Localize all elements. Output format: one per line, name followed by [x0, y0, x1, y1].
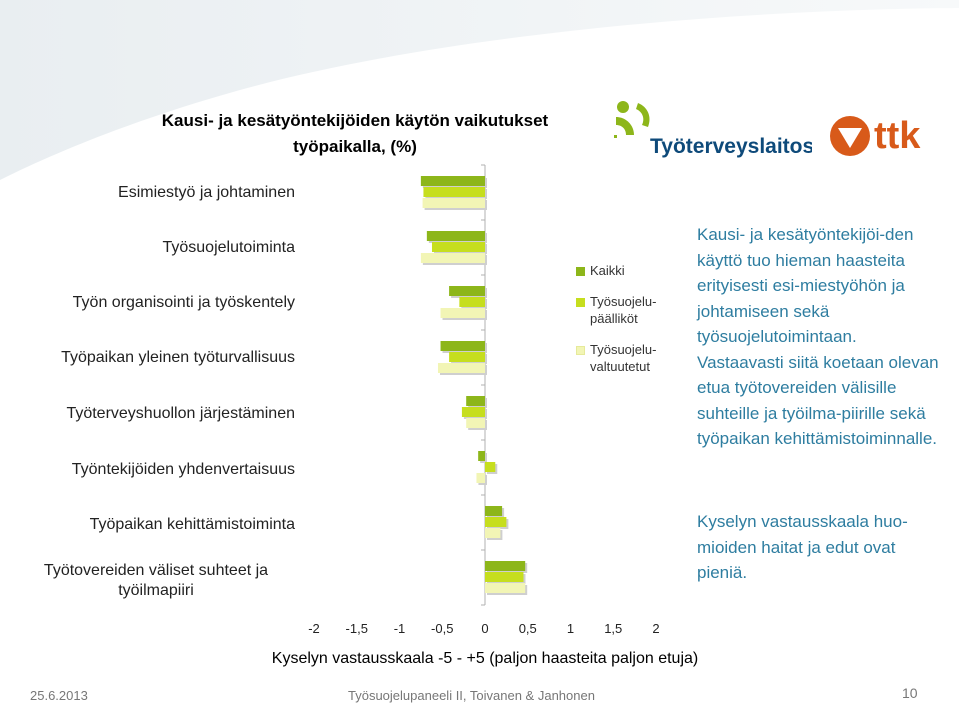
bar-kaikki: [485, 561, 526, 571]
legend-label: Työsuojelu-: [590, 342, 657, 357]
bar-tyosuojeluvaltuutetut: [437, 363, 485, 373]
ttk-logo: ttk: [828, 112, 953, 160]
x-tick-label: 1,5: [604, 621, 622, 636]
x-tick-label: -2: [308, 621, 320, 636]
legend-item-tyosuojelupaallikot: Työsuojelu- päälliköt: [576, 293, 686, 327]
x-tick-label: 0: [481, 621, 488, 636]
category-label: Työsuojelutoiminta: [162, 239, 295, 256]
bar-tyosuojeluvaltuutetut: [420, 253, 485, 263]
svg-text:ttk: ttk: [874, 115, 921, 157]
bar-tyosuojelupaallikot: [431, 242, 485, 252]
bar-tyosuojeluvaltuutetut: [476, 473, 485, 483]
bar-tyosuojelupaallikot: [449, 352, 485, 362]
bar-tyosuojeluvaltuutetut: [422, 198, 485, 208]
legend-swatch: [576, 298, 585, 307]
bar-kaikki: [440, 341, 485, 351]
footer-presentation-name: Työsuojelupaneeli II, Toivanen & Janhone…: [348, 688, 595, 703]
x-tick-label: -0,5: [431, 621, 453, 636]
category-label: Työtovereiden väliset suhteet ja työilma…: [43, 562, 269, 599]
bar-tyosuojeluvaltuutetut: [485, 528, 501, 538]
category-label: Työn organisointi ja työskentely: [72, 294, 295, 311]
legend-label: päälliköt: [590, 311, 638, 326]
legend-label: Työsuojelu-: [590, 294, 657, 309]
bar-kaikki: [449, 286, 485, 296]
bar-tyosuojelupaallikot: [459, 297, 485, 307]
bar-tyosuojeluvaltuutetut: [440, 308, 485, 318]
bar-kaikki: [420, 176, 485, 186]
bar-tyosuojelupaallikot: [461, 407, 485, 417]
x-axis-label: Kyselyn vastausskaala -5 - +5 (paljon ha…: [271, 650, 699, 667]
bar-kaikki: [485, 506, 503, 516]
legend-item-kaikki: Kaikki: [576, 262, 686, 279]
legend-label: valtuutetut: [590, 359, 650, 374]
legend-swatch: [576, 346, 585, 355]
svg-text:Työterveyslaitos: Työterveyslaitos: [650, 135, 812, 158]
x-tick-label: 1: [567, 621, 574, 636]
footer-date: 25.6.2013: [30, 688, 88, 703]
bar-tyosuojeluvaltuutetut: [466, 418, 485, 428]
legend-label: Kaikki: [590, 263, 625, 278]
commentary-paragraph: Kausi- ja kesätyöntekijöi-den käyttö tuo…: [697, 225, 939, 448]
x-tick-label: 0,5: [519, 621, 537, 636]
category-label: Työpaikan kehittämistoiminta: [89, 516, 295, 533]
bar-tyosuojeluvaltuutetut: [485, 583, 526, 593]
bar-tyosuojelupaallikot: [485, 462, 496, 472]
bar-kaikki: [426, 231, 485, 241]
category-label: Työpaikan yleinen työturvallisuus: [61, 349, 295, 366]
bar-tyosuojelupaallikot: [485, 572, 524, 582]
tyoterveyslaitos-logo: Työterveyslaitos: [612, 95, 814, 165]
chart-title-line1: Kausi- ja kesätyöntekijöiden käytön vaik…: [161, 111, 549, 130]
bar-tyosuojelupaallikot: [485, 517, 507, 527]
commentary-paragraph: Kyselyn vastausskaala huo-mioiden haitat…: [697, 512, 908, 582]
chart-legend: Kaikki Työsuojelu- päälliköt Työsuojelu-…: [576, 262, 686, 389]
bar-tyosuojelupaallikot: [423, 187, 485, 197]
chart-title: Kausi- ja kesätyöntekijöiden käytön vaik…: [120, 108, 590, 160]
category-label: Työntekijöiden yhdenvertaisuus: [71, 461, 295, 478]
category-label: Esimiestyö ja johtaminen: [118, 184, 295, 201]
page-number: 10: [902, 685, 918, 701]
x-tick-label: 2: [652, 621, 659, 636]
bar-kaikki: [478, 451, 485, 461]
bar-kaikki: [466, 396, 485, 406]
category-label: Työterveyshuollon järjestäminen: [66, 405, 295, 422]
legend-swatch: [576, 267, 585, 276]
x-tick-label: -1,5: [346, 621, 368, 636]
x-tick-label: -1: [394, 621, 406, 636]
chart-title-line2: työpaikalla, (%): [293, 137, 417, 156]
legend-item-tyosuojeluvaltuutetut: Työsuojelu- valtuutetut: [576, 341, 686, 375]
